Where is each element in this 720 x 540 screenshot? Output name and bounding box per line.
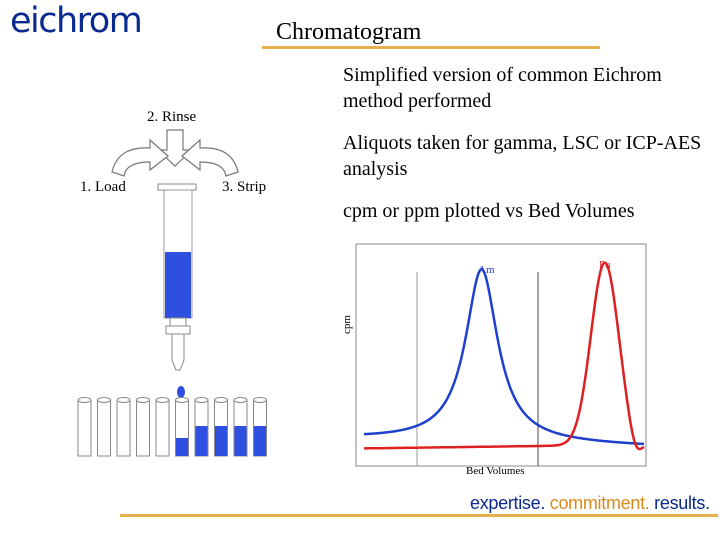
tagline-results: results. (654, 493, 710, 513)
bullet-item: Aliquots taken for gamma, LSC or ICP-AES… (343, 132, 702, 180)
column-resin-fill (165, 252, 191, 318)
y-axis-label: cpm (341, 315, 353, 334)
collection-tubes (77, 397, 267, 457)
collection-tube-fill (195, 426, 208, 456)
column-diagram: 2. Rinse 1. Load 3. Strip (77, 109, 267, 457)
collection-tube-rim (77, 397, 92, 403)
series-pu-line (364, 261, 645, 451)
footer-divider (120, 514, 718, 517)
rinse-arrow-icon (156, 129, 194, 167)
column-tip (171, 333, 185, 371)
collection-tube-fill (215, 426, 227, 456)
collection-tube-rim (155, 397, 170, 403)
collection-tube-rim (214, 397, 228, 403)
step-strip-label: 3. Strip (222, 179, 266, 195)
tagline-commitment: commitment. (549, 493, 650, 513)
column-valve (165, 325, 191, 335)
collection-tube-rim (116, 397, 131, 403)
collection-tube-rim (253, 397, 267, 403)
collection-tube-fill (176, 438, 188, 456)
collection-tube (116, 400, 131, 457)
collection-tube (136, 400, 150, 457)
collection-tube-rim (136, 397, 150, 403)
series-pu-label: Pu (599, 259, 611, 271)
bullet-item: Simplified version of common Eichrom met… (343, 64, 662, 112)
collection-tube (155, 400, 170, 457)
load-arrow-icon (111, 138, 169, 177)
slide-title: Chromatogram (276, 19, 422, 45)
collection-tube-fill (254, 426, 266, 456)
strip-arrow-icon (181, 138, 239, 177)
step-rinse-label: 2. Rinse (147, 109, 197, 125)
x-axis-label: Bed Volumes (466, 465, 525, 477)
collection-tube (77, 400, 92, 457)
bullet-item: cpm or ppm plotted vs Bed Volumes (343, 200, 635, 222)
column-lip (157, 183, 197, 191)
series-am-line (364, 268, 645, 446)
bullet-list: Simplified version of common Eichrom met… (343, 62, 713, 240)
collection-tube-rim (194, 397, 209, 403)
footer-tagline: expertise. commitment. results. (470, 494, 710, 512)
series-am-label: Am (478, 264, 495, 276)
eichrom-logo: eichrom (10, 1, 143, 41)
drop-icon (177, 386, 185, 398)
collection-tube-rim (175, 397, 189, 403)
header-divider (262, 46, 600, 49)
collection-tube (97, 400, 111, 457)
collection-tube-fill (234, 426, 247, 456)
column-stopcock (169, 317, 187, 327)
step-load-label: 1. Load (80, 179, 126, 195)
collection-tube-rim (97, 397, 111, 403)
chromatogram-chart: cpm Bed Volumes Am Pu (341, 243, 647, 477)
collection-tube-rim (233, 397, 248, 403)
tagline-expertise: expertise. (470, 493, 546, 513)
